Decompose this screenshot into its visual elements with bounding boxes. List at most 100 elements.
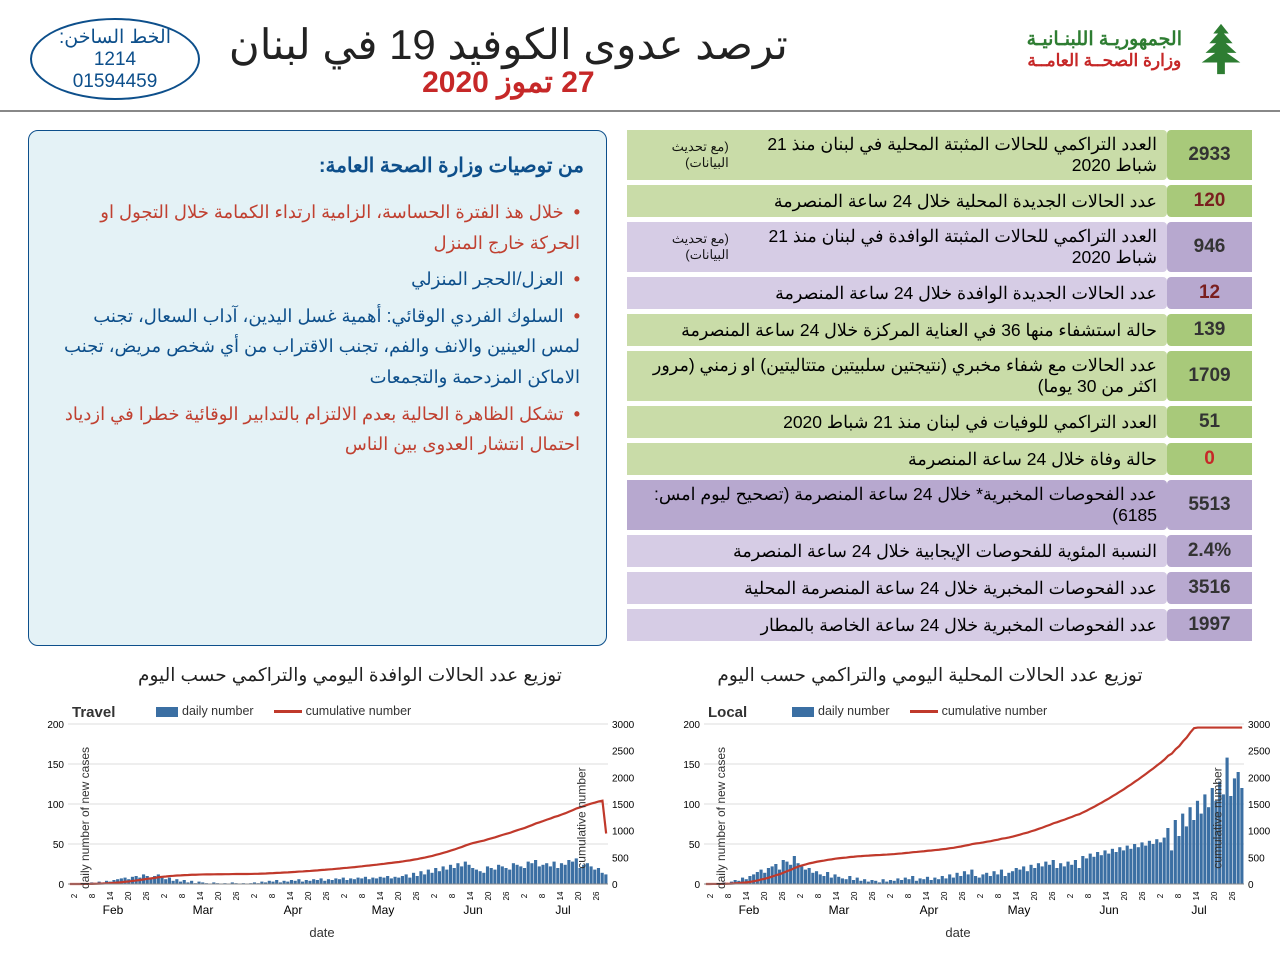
reco-item: تشكل الظاهرة الحالية بعدم الالتزام بالتد… — [51, 399, 580, 460]
stat-label: العدد التراكمي للوفيات في لبنان منذ 21 ش… — [627, 406, 1167, 438]
stat-label: عدد الحالات الجديدة الوافدة خلال 24 ساعة… — [627, 277, 1167, 309]
stat-value: 2933 — [1167, 130, 1252, 180]
stat-row: 3516عدد الفحوصات المخبرية خلال 24 ساعة ا… — [627, 572, 1252, 604]
svg-text:50: 50 — [53, 840, 65, 851]
svg-text:20: 20 — [1210, 891, 1219, 900]
reco-item: خلال هذ الفترة الحساسة، الزامية ارتداء ا… — [51, 197, 580, 258]
svg-text:20: 20 — [940, 891, 949, 900]
org-name: الجمهوريـة اللبنـانيـة وزارة الصحــة الع… — [1027, 28, 1182, 71]
charts-row: Travel 050100150200050010001500200025003… — [0, 692, 1280, 938]
svg-text:Apr: Apr — [920, 903, 939, 917]
svg-text:20: 20 — [124, 891, 133, 900]
svg-text:20: 20 — [1030, 891, 1039, 900]
reco-item: العزل/الحجر المنزلي — [51, 264, 580, 295]
svg-text:14: 14 — [466, 891, 475, 900]
stat-value: 51 — [1167, 406, 1252, 438]
stat-label: عدد الحالات الجديدة المحلية خلال 24 ساعة… — [627, 185, 1167, 217]
svg-text:200: 200 — [683, 720, 700, 731]
svg-text:1500: 1500 — [1248, 800, 1271, 811]
svg-text:Feb: Feb — [103, 903, 124, 917]
stat-row: 120عدد الحالات الجديدة المحلية خلال 24 س… — [627, 185, 1252, 217]
stat-value: 12 — [1167, 277, 1252, 309]
chart-tag-local: Local — [708, 704, 747, 721]
chart-legend: daily numbercumulative number — [792, 704, 1047, 718]
svg-text:14: 14 — [1012, 891, 1021, 900]
svg-text:14: 14 — [196, 891, 205, 900]
stat-label: النسبة المئوية للفحوصات الإيجابية خلال 2… — [627, 535, 1167, 567]
svg-text:8: 8 — [1084, 893, 1093, 898]
svg-text:2: 2 — [160, 893, 169, 898]
svg-text:0: 0 — [1248, 880, 1254, 891]
svg-text:14: 14 — [286, 891, 295, 900]
svg-text:150: 150 — [683, 760, 700, 771]
svg-text:14: 14 — [1192, 891, 1201, 900]
svg-text:2: 2 — [1156, 893, 1165, 898]
svg-text:8: 8 — [88, 893, 97, 898]
y-axis-left-label: daily number of new cases — [78, 747, 92, 889]
chart-travel: Travel 050100150200050010001500200025003… — [16, 698, 628, 938]
svg-text:8: 8 — [538, 893, 547, 898]
svg-text:26: 26 — [142, 891, 151, 900]
svg-text:100: 100 — [47, 800, 64, 811]
stat-label: عدد الفحوصات المخبرية خلال 24 ساعة المنص… — [627, 572, 1167, 604]
stat-label: العدد التراكمي للحالات المثبتة الوافدة ف… — [627, 222, 1167, 272]
svg-text:26: 26 — [1138, 891, 1147, 900]
chart-tag-travel: Travel — [72, 704, 115, 721]
stat-row: 1997عدد الفحوصات المخبرية خلال 24 ساعة ا… — [627, 609, 1252, 641]
svg-text:8: 8 — [358, 893, 367, 898]
stat-label: عدد الفحوصات المخبرية خلال 24 ساعة الخاص… — [627, 609, 1167, 641]
svg-text:3000: 3000 — [612, 720, 635, 731]
y-axis-right-label: cumulative number — [574, 767, 588, 868]
svg-text:1500: 1500 — [612, 800, 635, 811]
svg-text:100: 100 — [683, 800, 700, 811]
svg-text:0: 0 — [612, 880, 618, 891]
svg-text:8: 8 — [268, 893, 277, 898]
svg-text:3000: 3000 — [1248, 720, 1271, 731]
svg-text:Jun: Jun — [1099, 903, 1118, 917]
svg-text:2: 2 — [706, 893, 715, 898]
svg-text:14: 14 — [556, 891, 565, 900]
cedar-icon — [1192, 20, 1250, 78]
svg-text:26: 26 — [1048, 891, 1057, 900]
svg-text:2500: 2500 — [612, 747, 635, 758]
svg-text:2: 2 — [796, 893, 805, 898]
svg-text:26: 26 — [592, 891, 601, 900]
svg-text:26: 26 — [412, 891, 421, 900]
stat-row: 1709عدد الحالات مع شفاء مخبري (نتيجتين س… — [627, 351, 1252, 401]
svg-text:Jul: Jul — [1191, 903, 1206, 917]
stat-row: 12عدد الحالات الجديدة الوافدة خلال 24 سا… — [627, 277, 1252, 309]
stat-row: 51العدد التراكمي للوفيات في لبنان منذ 21… — [627, 406, 1252, 438]
svg-text:2500: 2500 — [1248, 747, 1271, 758]
stats-table: 2933العدد التراكمي للحالات المثبتة المحل… — [627, 130, 1252, 646]
svg-text:14: 14 — [742, 891, 751, 900]
logo-block: الجمهوريـة اللبنـانيـة وزارة الصحــة الع… — [1027, 20, 1250, 78]
svg-text:26: 26 — [502, 891, 511, 900]
svg-text:Jul: Jul — [555, 903, 570, 917]
svg-text:2000: 2000 — [1248, 773, 1271, 784]
svg-text:20: 20 — [574, 891, 583, 900]
svg-text:0: 0 — [694, 880, 700, 891]
svg-text:2: 2 — [430, 893, 439, 898]
reco-list: خلال هذ الفترة الحساسة، الزامية ارتداء ا… — [51, 197, 584, 460]
svg-text:26: 26 — [1228, 891, 1237, 900]
svg-text:26: 26 — [232, 891, 241, 900]
svg-text:8: 8 — [1174, 893, 1183, 898]
svg-text:20: 20 — [850, 891, 859, 900]
stat-value: 1709 — [1167, 351, 1252, 401]
svg-text:2000: 2000 — [612, 773, 635, 784]
svg-text:1000: 1000 — [612, 827, 635, 838]
y-axis-right-label: cumulative number — [1210, 767, 1224, 868]
svg-text:8: 8 — [178, 893, 187, 898]
stat-value: 1997 — [1167, 609, 1252, 641]
svg-text:8: 8 — [904, 893, 913, 898]
svg-text:20: 20 — [394, 891, 403, 900]
y-axis-left-label: daily number of new cases — [714, 747, 728, 889]
svg-text:50: 50 — [689, 840, 701, 851]
stat-value: 5513 — [1167, 480, 1252, 530]
svg-text:2: 2 — [70, 893, 79, 898]
stat-row: 5513عدد الفحوصات المخبرية* خلال 24 ساعة … — [627, 480, 1252, 530]
svg-text:2: 2 — [1066, 893, 1075, 898]
hotline-number-1: 1214 — [94, 49, 136, 71]
svg-text:26: 26 — [868, 891, 877, 900]
svg-text:1000: 1000 — [1248, 827, 1271, 838]
